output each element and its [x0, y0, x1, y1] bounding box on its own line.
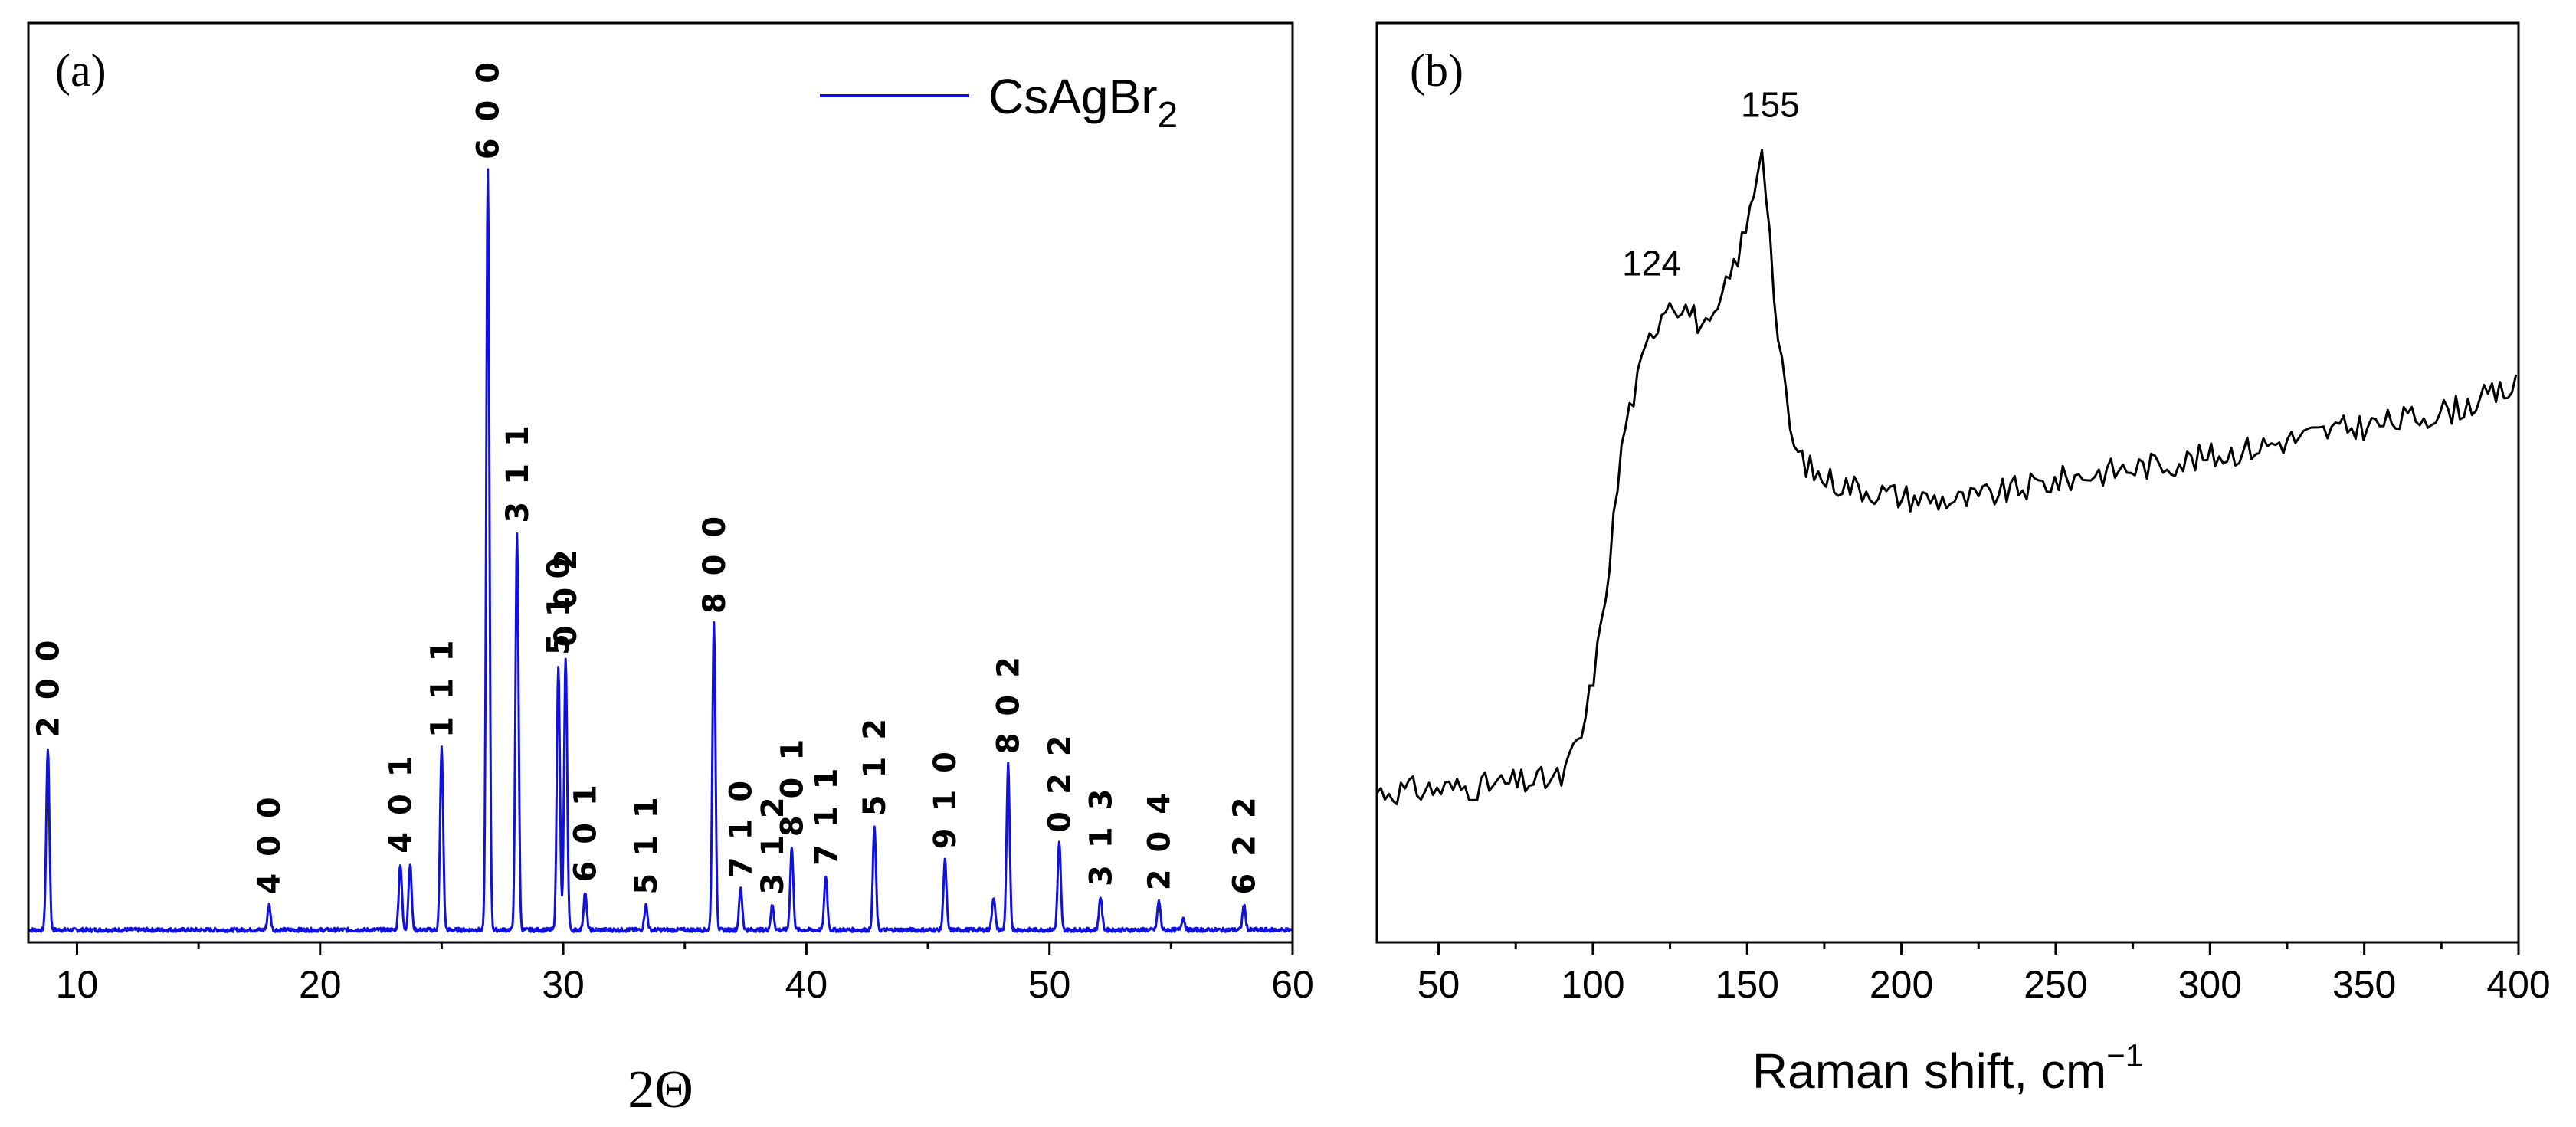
- x-tick-label: 350: [2332, 963, 2396, 1006]
- peak-label: 7 1 1: [809, 765, 844, 866]
- raman-peak-label: 155: [1741, 85, 1800, 125]
- peak-label: 8 0 0: [697, 513, 732, 614]
- peak-label: 5 1 0: [542, 555, 577, 655]
- raman-series-line: [1375, 149, 2518, 806]
- x-tick-label: 60: [1271, 963, 1314, 1006]
- panel-label-b: (b): [1410, 45, 1463, 96]
- x-tick-label: 200: [1870, 963, 1933, 1006]
- legend-label: CsAgBr2: [988, 69, 1178, 136]
- x-tick-label: 30: [542, 963, 585, 1006]
- peak-label: 5 1 2: [857, 716, 893, 816]
- x-tick-label: 50: [1417, 963, 1460, 1006]
- raman-peak-label: 124: [1622, 244, 1681, 283]
- peak-label: 3 1 1: [500, 422, 536, 523]
- peak-label: 7 1 0: [724, 778, 759, 878]
- xrd-panel: 2 0 0 4 0 0 4 0 11 1 1 6 0 0 3 1 15 1 00 0 2…: [27, 21, 1314, 1119]
- peak-label: 4 0 1: [383, 752, 418, 853]
- x-axis-ticks-a: 10 20 30 40 50 60: [56, 942, 1314, 1006]
- peak-label: 1 1 1: [424, 637, 460, 737]
- xrd-series-line: [28, 168, 1293, 933]
- peak-label: 0 2 2: [1042, 732, 1077, 832]
- raman-peak-annotations: 124 155: [1622, 85, 1800, 283]
- peak-label: 2 0 0: [31, 637, 66, 737]
- peak-labels: 2 0 0 4 0 0 4 0 11 1 1 6 0 0 3 1 15 1 00 0 2…: [31, 59, 1262, 895]
- peak-label: 0 0 2: [549, 546, 584, 647]
- peak-label: 3 1 3: [1083, 786, 1119, 886]
- raman-panel: 124 155 50 100 150 200 250 300 350 400 (b) Raman…: [1375, 21, 2551, 1099]
- peak-label: 6 0 1: [569, 781, 604, 882]
- x-tick-label: 40: [785, 963, 828, 1006]
- x-tick-label: 150: [1716, 963, 1779, 1006]
- peak-label: 5 1 1: [629, 794, 664, 894]
- x-tick-label: 20: [299, 963, 342, 1006]
- x-tick-label: 300: [2178, 963, 2242, 1006]
- x-tick-label: 250: [2024, 963, 2087, 1006]
- x-tick-label: 100: [1561, 963, 1624, 1006]
- peak-label: 8 0 1: [775, 736, 810, 837]
- x-axis-title-b: Raman shift, cm−1: [1752, 1037, 2143, 1099]
- peak-label: 3 1 2: [755, 794, 791, 894]
- x-tick-label: 10: [56, 963, 99, 1006]
- x-tick-label: 50: [1028, 963, 1071, 1006]
- x-tick-label: 400: [2486, 963, 2550, 1006]
- plot-frame-b: [1375, 21, 2520, 944]
- x-axis-ticks-b: 50 100 150 200 250 300 350 400: [1417, 942, 2551, 1006]
- panel-label-a: (a): [55, 45, 107, 96]
- peak-label: 2 0 4: [1142, 790, 1177, 890]
- peak-label: 8 0 2: [991, 654, 1027, 754]
- peak-label: 4 0 0: [252, 794, 287, 894]
- peak-label: 6 0 0: [471, 59, 506, 159]
- peak-label: 9 1 0: [928, 749, 963, 849]
- peak-label: 6 2 2: [1227, 794, 1263, 894]
- plot-frame-a: [27, 21, 1294, 944]
- x-axis-title-a: 2Θ: [628, 1060, 693, 1119]
